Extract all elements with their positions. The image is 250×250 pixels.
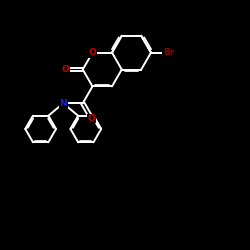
Text: O: O <box>88 48 96 57</box>
Text: N: N <box>60 99 67 108</box>
Text: Br: Br <box>163 48 174 57</box>
Text: O: O <box>61 65 69 74</box>
Text: O: O <box>88 114 96 123</box>
